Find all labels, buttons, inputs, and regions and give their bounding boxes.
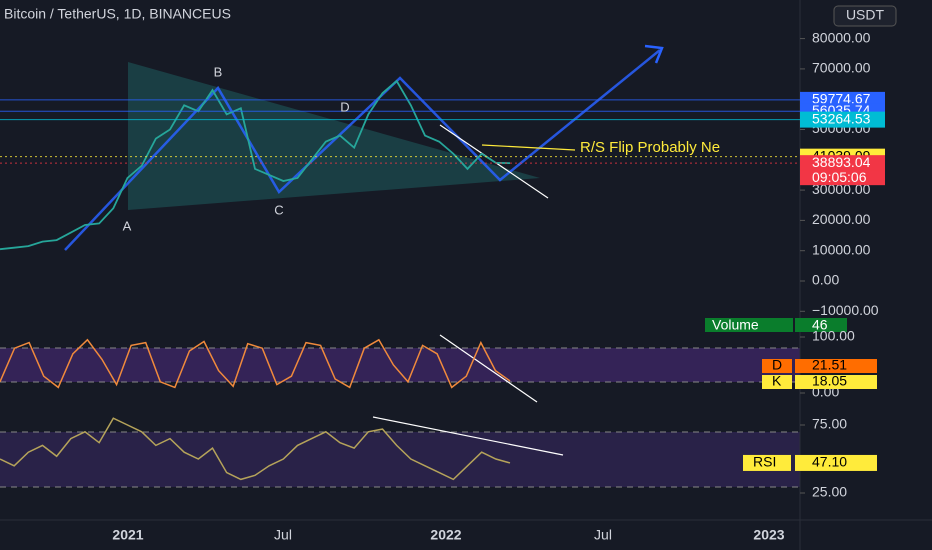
time-label: 2022 xyxy=(430,527,461,543)
annotation: R/S Flip Probably Ne xyxy=(580,139,720,156)
trendline xyxy=(481,144,576,151)
volume-label: Volume xyxy=(712,317,759,333)
stoch-value-tag xyxy=(795,359,877,373)
arrow-head xyxy=(644,44,664,64)
time-label: Jul xyxy=(274,527,292,543)
annotation: C xyxy=(274,202,283,217)
stoch-name: D xyxy=(772,357,782,373)
rsi-band xyxy=(0,432,800,487)
stoch-value: 21.51 xyxy=(812,357,847,373)
price-tick-label: 20000.00 xyxy=(812,211,871,227)
rsi-value-tag xyxy=(795,454,877,471)
stoch-line xyxy=(0,338,511,389)
stoch-name-tag xyxy=(762,359,792,373)
rsi-line xyxy=(0,417,511,481)
rsi-tick-label: 75.00 xyxy=(812,416,847,432)
price-tick-label: 70000.00 xyxy=(812,60,871,76)
annotation: B xyxy=(214,64,223,79)
stoch-name-tag xyxy=(762,375,792,389)
stoch-band xyxy=(0,348,800,382)
trendline xyxy=(439,334,538,403)
time-label: Jul xyxy=(594,527,612,543)
stoch-name: K xyxy=(772,373,782,389)
currency[interactable]: USDT xyxy=(846,7,885,23)
annotation: A xyxy=(123,218,132,233)
countdown-tag xyxy=(800,170,885,186)
stoch-value: 18.05 xyxy=(812,373,847,389)
price-tick-label: −10000.00 xyxy=(812,302,879,318)
price-tag-label: 38893.04 xyxy=(812,154,871,170)
rsi-tick-label: 25.00 xyxy=(812,484,847,500)
annotation: D xyxy=(340,99,349,114)
stoch-value-tag xyxy=(795,375,877,389)
chart-title: Bitcoin / TetherUS, 1D, BINANCEUS xyxy=(4,6,231,22)
price-tag xyxy=(800,155,885,172)
stoch-tick-label: 100.00 xyxy=(812,328,855,344)
price-tag-label: 59774.67 xyxy=(812,91,871,107)
rsi-name: RSI xyxy=(753,454,776,470)
trendline xyxy=(372,416,564,456)
price-tick-label: 80000.00 xyxy=(812,29,871,45)
volume-value-tag xyxy=(795,318,847,332)
time-label: 2023 xyxy=(753,527,784,543)
rsi-value: 47.10 xyxy=(812,454,847,470)
price-tag xyxy=(800,111,885,128)
rsi-name-tag xyxy=(743,454,791,471)
currency-box[interactable] xyxy=(833,5,897,27)
volume-value: 46 xyxy=(812,317,828,333)
time-label: 2021 xyxy=(112,527,143,543)
price-line xyxy=(0,79,511,251)
countdown: 09:05:06 xyxy=(812,169,867,185)
triangle-drawing xyxy=(128,62,540,210)
volume-tag xyxy=(705,318,793,332)
price-tick-label: 10000.00 xyxy=(812,241,871,257)
price-tag-label: 53264.53 xyxy=(812,110,871,126)
price-tick-label: 0.00 xyxy=(812,272,839,288)
